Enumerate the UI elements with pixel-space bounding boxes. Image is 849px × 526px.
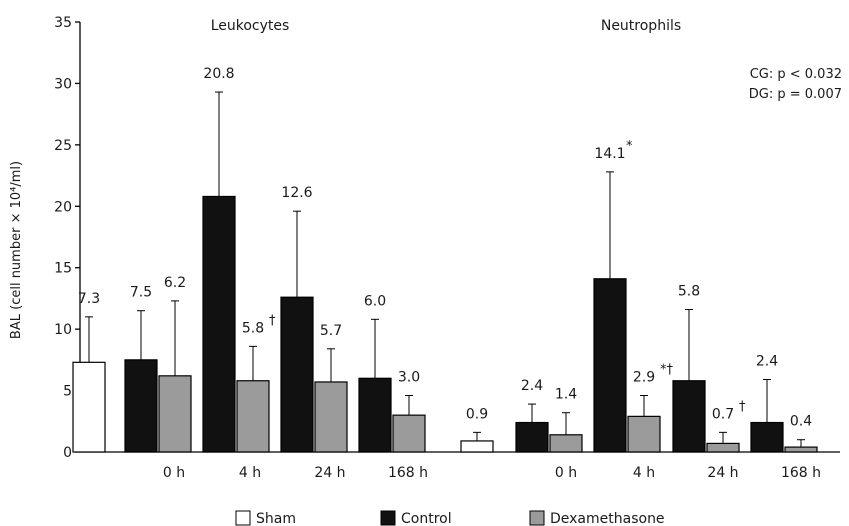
panel-2-control-bar-2-value-label: 5.8 [678, 283, 700, 299]
panel-1-x-tick-label-2: 24 h [314, 465, 345, 481]
panel-1-dexamethasone-bar-2-value-label: 5.7 [320, 323, 342, 339]
panel-1-x-tick-label-0: 0 h [163, 465, 185, 481]
panel-1-dexamethasone-bar-2 [314, 381, 348, 453]
panel-2-control-bar-3-value-label: 2.4 [756, 354, 778, 370]
y-tick-label-2: 10 [54, 322, 72, 338]
y-tick-label-0: 0 [63, 445, 72, 461]
legend-label-dexamethasone: Dexamethasone [550, 511, 665, 526]
legend-label-sham: Sham [256, 511, 296, 526]
y-tick-label-5: 25 [54, 138, 72, 154]
panel-2-dexamethasone-bar-1-significance-mark: *† [660, 362, 674, 377]
y-tick-label-3: 15 [54, 261, 72, 277]
y-tick-label-7: 35 [54, 15, 72, 31]
legend-swatch-control [380, 510, 396, 526]
panel-2-sham-bar [460, 440, 494, 453]
panel-2-control-bar-0-value-label: 2.4 [521, 378, 543, 394]
panel-1-dexamethasone-bar-3 [392, 414, 426, 453]
panel-1-control-bar-0-value-label: 7.5 [130, 285, 152, 301]
legend-swatch-dexamethasone [529, 510, 545, 526]
panel-2-title: Neutrophils [601, 18, 681, 34]
labels: 0 5 10 15 20 25 30 35 Leukocytes 7.3 7.5 6.2 0 h 20.8… [54, 15, 821, 481]
panel-1-dexamethasone-bar-0 [158, 375, 192, 453]
panel-1-dexamethasone-bar-3-value-label: 3.0 [398, 369, 420, 385]
panel-1-sham-bar [72, 361, 106, 453]
legend-swatch-sham [235, 510, 251, 526]
panel-2-dexamethasone-bar-0 [549, 434, 583, 453]
y-tick-label-6: 30 [54, 76, 72, 92]
bars [72, 91, 818, 453]
y-tick-label-1: 5 [63, 384, 72, 400]
panel-2-x-tick-label-2: 24 h [707, 465, 738, 481]
panel-1-control-bar-2-value-label: 12.6 [281, 185, 312, 201]
y-axis-label: BAL (cell number × 10⁴/ml) [9, 161, 24, 339]
panel-2-dexamethasone-bar-2 [706, 442, 740, 453]
stat-annotation-control: CG: p < 0.032 [750, 67, 842, 82]
panel-2-dexamethasone-bar-0-value-label: 1.4 [555, 387, 577, 403]
y-tick-label-4: 20 [54, 199, 72, 215]
panel-2-dexamethasone-bar-2-significance-mark: † [739, 399, 746, 414]
panel-1-title: Leukocytes [211, 18, 290, 34]
legend-label-control: Control [401, 511, 452, 526]
panel-2-dexamethasone-bar-2-value-label: 0.7 [712, 406, 734, 422]
panel-2-x-tick-label-3: 168 h [781, 465, 821, 481]
panel-2-control-bar-1 [593, 278, 627, 453]
panel-1-control-bar-3 [358, 377, 392, 453]
panel-2-control-bar-3 [750, 421, 784, 453]
panel-1-control-bar-1-value-label: 20.8 [203, 66, 234, 82]
panel-2-control-bar-2 [672, 380, 706, 453]
panel-2-dexamethasone-bar-3-value-label: 0.4 [790, 414, 812, 430]
panel-1-dexamethasone-bar-0-value-label: 6.2 [164, 275, 186, 291]
legend: Sham Control Dexamethasone [235, 510, 665, 526]
panel-1-control-bar-3-value-label: 6.0 [364, 293, 386, 309]
panel-2-dexamethasone-bar-1 [627, 415, 661, 453]
panel-2-control-bar-1-significance-mark: * [626, 139, 633, 154]
panel-2-dexamethasone-bar-3 [784, 446, 818, 453]
panel-1-x-tick-label-1: 4 h [239, 465, 261, 481]
panel-1-sham-bar-value-label: 7.3 [78, 291, 100, 307]
panel-2-control-bar-1-value-label: 14.1 [594, 146, 625, 162]
panel-2-sham-bar-value-label: 0.9 [466, 406, 488, 422]
panel-1-x-tick-label-3: 168 h [388, 465, 428, 481]
panel-1-control-bar-2 [280, 296, 314, 453]
panel-2-x-tick-label-1: 4 h [633, 465, 655, 481]
panel-2-control-bar-0 [515, 421, 549, 453]
panel-1-dexamethasone-bar-1 [236, 380, 270, 453]
panel-1-control-bar-0 [124, 359, 158, 453]
stat-annotation-dexamethasone: DG: p = 0.007 [749, 87, 842, 102]
panel-1-dexamethasone-bar-1-significance-mark: † [269, 313, 276, 328]
panel-2-dexamethasone-bar-1-value-label: 2.9 [633, 369, 655, 385]
panel-2-x-tick-label-0: 0 h [555, 465, 577, 481]
panel-1-dexamethasone-bar-1-value-label: 5.8 [242, 320, 264, 336]
panel-1-control-bar-1 [202, 195, 236, 453]
